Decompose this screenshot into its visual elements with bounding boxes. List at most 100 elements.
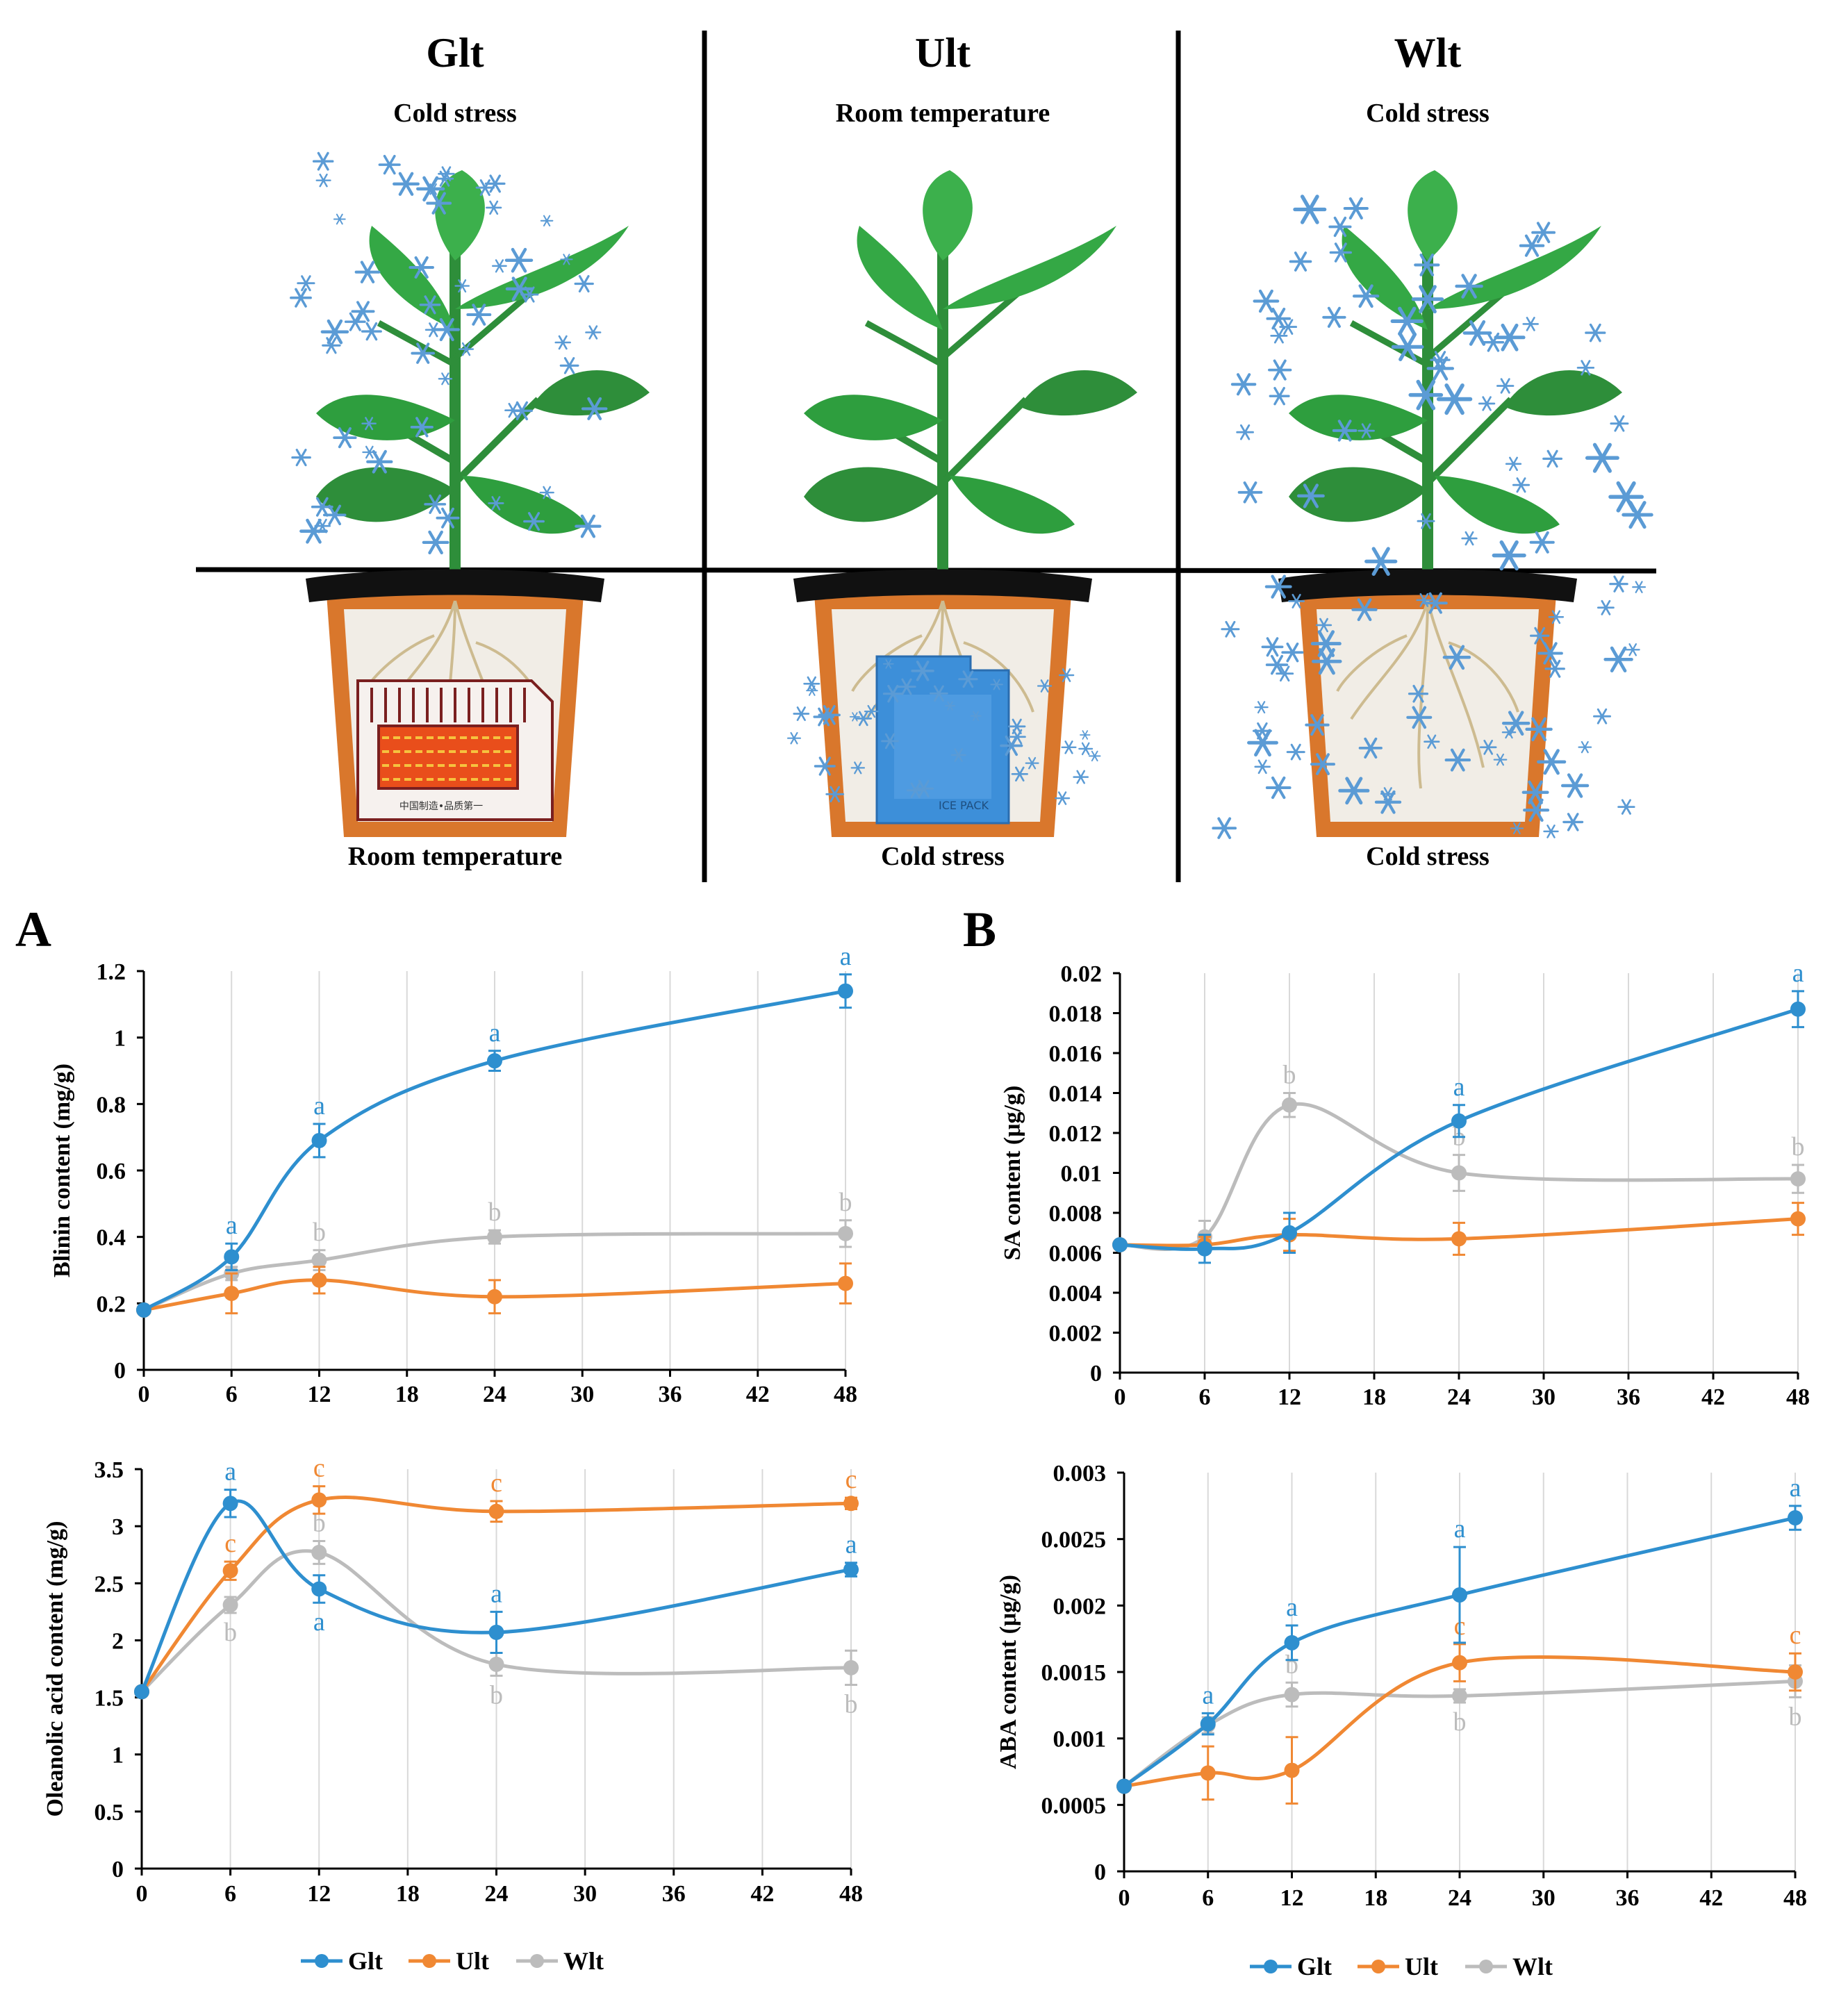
data-point xyxy=(1284,1634,1300,1650)
data-point xyxy=(222,1496,238,1512)
data-point xyxy=(311,1492,327,1508)
y-tick-label: 2 xyxy=(112,1628,124,1654)
significance-label: b xyxy=(488,1198,502,1227)
root-condition-label: Cold stress xyxy=(1366,842,1490,871)
data-point xyxy=(488,1656,504,1672)
series-line xyxy=(140,1496,852,1693)
root-condition-label: Cold stress xyxy=(881,842,1005,871)
data-point xyxy=(311,1252,327,1268)
significance-label: a xyxy=(224,1457,236,1487)
significance-label: b xyxy=(839,1188,852,1217)
legend-item-ult: Ult xyxy=(409,1947,489,1975)
significance-label: b xyxy=(490,1680,503,1710)
x-tick-label: 36 xyxy=(1616,1885,1640,1911)
data-point xyxy=(843,1496,859,1512)
data-point xyxy=(224,1285,240,1301)
significance-label: b xyxy=(224,1618,237,1647)
panel-letter-a: A xyxy=(15,902,51,957)
x-tick-label: 24 xyxy=(485,1881,509,1907)
x-tick-label: 12 xyxy=(307,1881,331,1907)
y-tick-label: 0 xyxy=(114,1358,126,1384)
data-point xyxy=(488,1503,504,1519)
x-tick-label: 30 xyxy=(1532,1885,1556,1911)
significance-label: a xyxy=(1453,1073,1465,1102)
x-tick-label: 6 xyxy=(1202,1885,1214,1911)
y-tick-label: 0.4 xyxy=(97,1225,126,1251)
svg-text:ICE PACK: ICE PACK xyxy=(939,799,989,812)
legend-right: Glt Ult Wlt xyxy=(1250,1953,1553,1980)
data-point xyxy=(843,1562,859,1578)
series-wlt: b b b b xyxy=(134,1509,859,1719)
significance-label: b xyxy=(313,1509,326,1538)
legend-item-wlt: Wlt xyxy=(516,1947,604,1975)
x-tick-label: 42 xyxy=(750,1881,774,1907)
chart-4: 0 0.0005 0.001 0.0015 0.002 0.0025 0.003 0 6 12 18… xyxy=(996,1461,1807,1911)
significance-label: a xyxy=(845,1530,857,1559)
data-point xyxy=(838,1275,853,1291)
y-axis-label: Oleanolic acid content (mg/g) xyxy=(42,1521,68,1817)
series-ult xyxy=(136,1262,853,1318)
x-tick-label: 30 xyxy=(573,1881,597,1907)
x-tick-label: 0 xyxy=(1119,1885,1130,1911)
svg-text:中国制造•品质第一: 中国制造•品质第一 xyxy=(399,800,483,812)
significance-label: a xyxy=(490,1579,502,1608)
data-point xyxy=(1282,1097,1297,1113)
data-point xyxy=(1116,1778,1132,1794)
data-point xyxy=(311,1132,327,1148)
panel-title: Wlt xyxy=(1394,30,1462,76)
data-point xyxy=(136,1302,151,1318)
y-tick-label: 0.002 xyxy=(1049,1321,1103,1347)
y-axis-label: Blinin content (mg/g) xyxy=(49,1063,75,1277)
panel-letter-b: B xyxy=(963,902,996,957)
y-tick-label: 0.001 xyxy=(1053,1727,1107,1753)
series-line xyxy=(143,1232,846,1312)
data-point xyxy=(1451,1231,1467,1247)
significance-label: a xyxy=(1454,1514,1466,1543)
shoot-condition-label: Room temperature xyxy=(836,99,1050,128)
y-tick-label: 0.0015 xyxy=(1041,1660,1107,1686)
data-point xyxy=(311,1272,327,1288)
data-point xyxy=(311,1581,327,1597)
y-tick-label: 0.012 xyxy=(1049,1121,1103,1147)
y-tick-label: 2.5 xyxy=(94,1571,124,1597)
charts: 00.20.40.60.811.20 6 12 18 24 30 36 42 48Blinin … xyxy=(42,942,1810,1911)
x-tick-label: 0 xyxy=(138,1382,150,1407)
x-tick-label: 42 xyxy=(1701,1384,1725,1410)
data-point xyxy=(487,1053,502,1069)
data-point xyxy=(1788,1664,1803,1680)
data-point xyxy=(1452,1587,1467,1603)
series-line xyxy=(142,989,846,1312)
significance-label: c xyxy=(490,1468,502,1498)
shoot-condition-label: Cold stress xyxy=(393,99,517,128)
data-point xyxy=(311,1544,327,1560)
x-tick-label: 18 xyxy=(395,1382,419,1407)
data-point xyxy=(1452,1688,1467,1704)
data-point xyxy=(224,1249,240,1265)
shoot-condition-label: Cold stress xyxy=(1366,99,1490,128)
significance-label: b xyxy=(1453,1707,1467,1737)
data-point xyxy=(1451,1165,1467,1181)
x-tick-label: 30 xyxy=(1532,1384,1556,1410)
series-glt: a a a a xyxy=(134,1457,859,1700)
y-tick-label: 0.8 xyxy=(97,1092,126,1118)
x-tick-label: 12 xyxy=(1278,1384,1301,1410)
y-tick-label: 1 xyxy=(114,1026,126,1052)
data-point xyxy=(134,1684,149,1700)
x-tick-label: 48 xyxy=(839,1881,863,1907)
chart-1: 0 0.2 0.4 0.6 0.8 1 1.2 0 6 12 18 24 30 36 42 48 Blinin … xyxy=(49,942,857,1407)
series-glt: a a a a xyxy=(1116,1473,1803,1794)
significance-label: b xyxy=(1789,1702,1802,1731)
significance-label: c xyxy=(845,1465,857,1494)
legend-label: Ult xyxy=(1405,1953,1438,1980)
x-tick-label: 12 xyxy=(1280,1885,1304,1911)
significance-label: a xyxy=(1790,1473,1801,1503)
data-point xyxy=(1284,1762,1300,1778)
y-tick-label: 0.01 xyxy=(1061,1161,1103,1187)
y-tick-label: 1.5 xyxy=(94,1686,124,1712)
y-tick-label: 0.6 xyxy=(97,1159,126,1184)
significance-label: a xyxy=(840,942,852,971)
y-tick-label: 0.016 xyxy=(1049,1041,1103,1067)
y-tick-label: 0.002 xyxy=(1053,1593,1107,1619)
chart-2: 0 0.002 0.004 0.006 0.008 0.01 0.012 0.014 0.016… xyxy=(1000,959,1810,1410)
legend-label: Glt xyxy=(1297,1953,1332,1980)
